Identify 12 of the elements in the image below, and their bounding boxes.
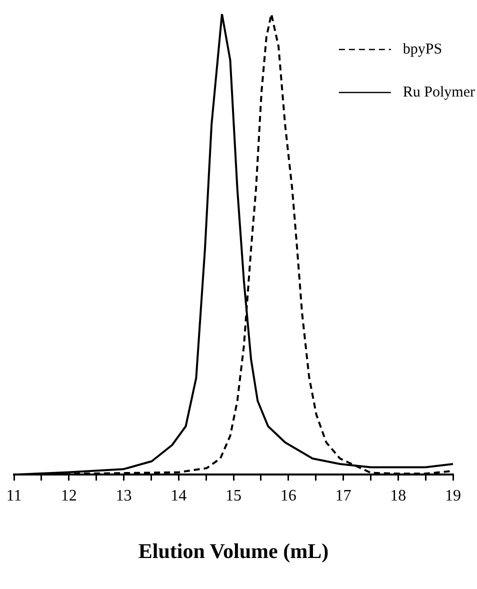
x-tick-label: 16 [280,487,296,504]
x-tick-label: 15 [226,487,242,504]
legend-label: Ru Polymer [402,84,476,100]
x-tick-label: 18 [390,487,406,504]
legend-label: bpyPS [402,41,442,58]
x-tick-label: 14 [170,487,187,504]
x-tick-label: 13 [116,487,132,504]
x-tick-label: 19 [445,487,461,504]
x-tick-label: 11 [6,487,22,504]
x-tick-label: 17 [335,487,352,504]
x-tick-label: 12 [60,487,77,504]
x-axis-title: Elution Volume (mL) [138,538,329,563]
